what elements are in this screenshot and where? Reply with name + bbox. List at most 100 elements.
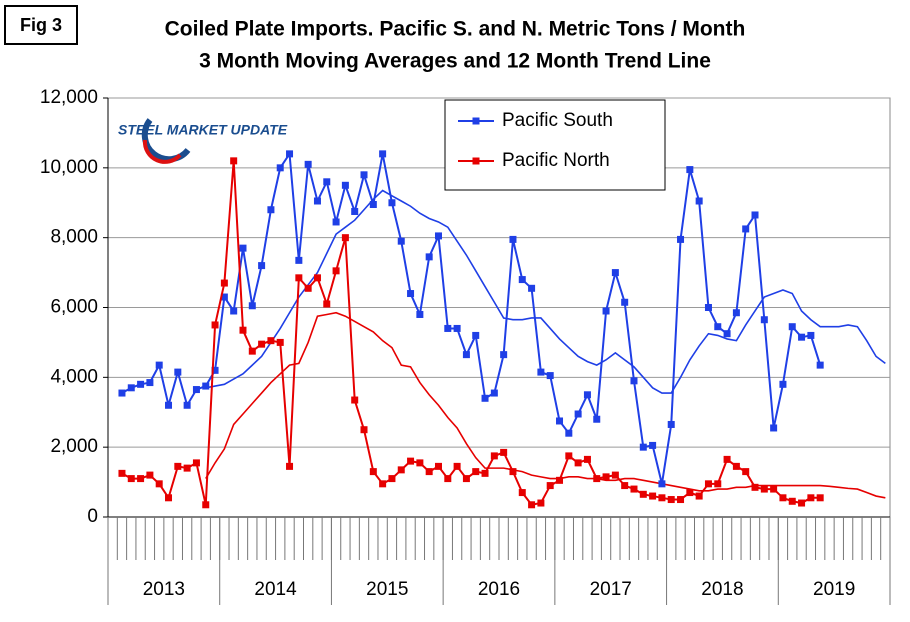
data-point [621, 482, 629, 490]
data-point [649, 441, 657, 449]
data-point [341, 181, 349, 189]
data-point [816, 494, 824, 502]
data-point [481, 469, 489, 477]
data-point [518, 276, 526, 284]
data-point [434, 462, 442, 470]
data-point [369, 468, 377, 476]
data-point [323, 178, 331, 186]
data-point [276, 164, 284, 172]
data-point [220, 293, 228, 301]
legend-label: Pacific South [502, 110, 613, 131]
legend-marker [472, 117, 480, 125]
data-point [630, 377, 638, 385]
data-point [304, 160, 312, 168]
legend-label: Pacific North [502, 150, 610, 171]
data-point [742, 468, 750, 476]
data-point [313, 274, 321, 282]
data-point [369, 200, 377, 208]
data-point [165, 494, 173, 502]
logo-text: STEEL MARKET UPDATE [118, 122, 288, 138]
y-tick-label: 2,000 [50, 436, 98, 457]
data-point [537, 368, 545, 376]
data-point [751, 483, 759, 491]
data-point [258, 340, 266, 348]
data-point [658, 480, 666, 488]
data-point [583, 391, 591, 399]
data-point [462, 475, 470, 483]
chart-title: Coiled Plate Imports. Pacific S. and N. … [165, 18, 746, 41]
data-point [667, 420, 675, 428]
data-point [202, 382, 210, 390]
data-point [807, 331, 815, 339]
data-point [174, 462, 182, 470]
data-point [574, 410, 582, 418]
data-point [565, 429, 573, 437]
data-point [239, 326, 247, 334]
data-point [332, 218, 340, 226]
data-point [462, 351, 470, 359]
data-point [704, 304, 712, 311]
data-point [723, 330, 731, 338]
data-point [351, 207, 359, 215]
y-tick-label: 12,000 [40, 87, 98, 108]
data-point [760, 485, 768, 493]
data-point [146, 471, 154, 479]
data-point [518, 489, 526, 497]
data-point [230, 307, 238, 315]
data-point [779, 380, 787, 388]
data-point [695, 197, 703, 205]
data-point [239, 244, 247, 252]
series-line [121, 150, 822, 485]
data-point [434, 232, 442, 240]
data-point [192, 459, 200, 467]
data-point [500, 351, 508, 359]
data-point [211, 321, 219, 329]
data-point [611, 269, 619, 277]
data-point [677, 496, 685, 504]
data-point [388, 475, 396, 483]
data-point [686, 166, 694, 174]
x-group-label: 2017 [590, 579, 632, 600]
legend-marker [472, 157, 480, 165]
data-point [602, 473, 610, 481]
trend-line [205, 189, 886, 394]
data-point [155, 361, 163, 369]
data-point [453, 324, 461, 332]
data-point [788, 497, 796, 505]
data-point [816, 361, 824, 369]
data-point [220, 279, 228, 287]
data-point [788, 323, 796, 331]
data-point [593, 415, 601, 423]
data-point [183, 401, 191, 409]
data-point [667, 496, 675, 504]
data-point [267, 337, 275, 345]
y-tick-label: 0 [87, 506, 98, 527]
data-point [565, 452, 573, 460]
data-point [211, 366, 219, 374]
data-point [732, 309, 740, 317]
data-point [798, 333, 806, 341]
x-group-label: 2018 [701, 579, 743, 600]
data-point [286, 150, 294, 158]
data-point [360, 171, 368, 179]
data-point [286, 462, 294, 470]
data-point [528, 284, 536, 292]
data-point [444, 475, 452, 483]
data-point [472, 331, 480, 339]
y-tick-label: 10,000 [40, 157, 98, 178]
series-line [121, 160, 821, 506]
data-point [183, 464, 191, 472]
data-point [677, 235, 685, 243]
legend-box [444, 99, 666, 191]
data-point [723, 455, 731, 463]
data-point [732, 462, 740, 470]
data-point [258, 262, 266, 270]
data-point [397, 237, 405, 245]
data-point [704, 480, 712, 488]
data-point [397, 466, 405, 474]
data-point [779, 494, 787, 502]
data-point [583, 455, 591, 463]
logo-swoosh [142, 139, 182, 164]
data-point [742, 225, 750, 233]
x-group-label: 2014 [254, 579, 297, 600]
